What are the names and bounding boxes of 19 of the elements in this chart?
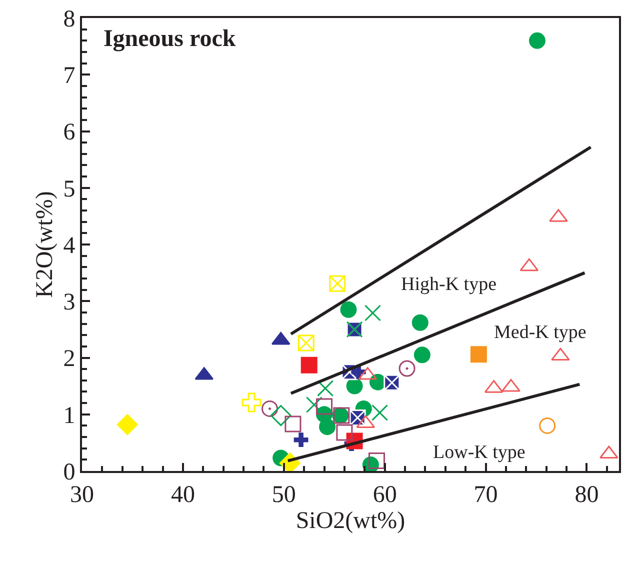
y-tick-label: 1 [63,402,76,429]
chart-title: Igneous rock [103,26,236,52]
y-tick-label: 5 [63,176,76,202]
x-tick-label: 70 [474,482,498,508]
y-tick-label: 6 [63,120,76,146]
x-tick-label: 40 [170,482,195,508]
x-tick-label: 50 [272,482,296,508]
annotation: Low-K type [433,442,526,463]
annotation: High-K type [401,274,497,295]
x-tick-label: 80 [574,482,599,508]
y-tick-label: 2 [63,346,76,372]
y-tick-label: 8 [63,6,76,32]
annotation: Med-K type [494,322,586,343]
y-tick-label: 3 [63,290,76,316]
y-tick-label: 4 [63,232,76,259]
x-axis-title: SiO2(wt%) [296,508,406,534]
y-tick-label: 7 [63,63,76,90]
y-axis-title: K2O(wt%) [32,191,58,298]
x-tick-label: 60 [372,482,397,508]
